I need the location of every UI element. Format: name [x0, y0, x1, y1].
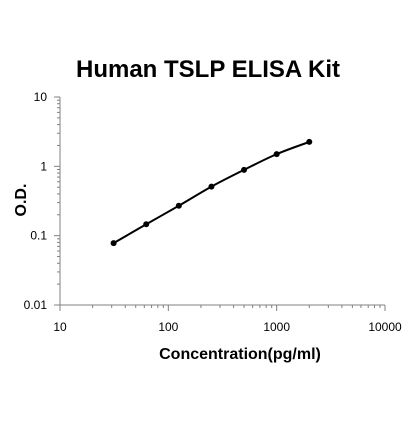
x-tick-label: 100 — [158, 320, 178, 334]
chart-title: Human TSLP ELISA Kit — [76, 56, 340, 83]
data-point — [273, 151, 280, 158]
y-tick-label: 10 — [34, 90, 48, 104]
y-tick-label: 0.01 — [24, 298, 48, 312]
axes — [59, 97, 385, 306]
data-series — [110, 138, 313, 247]
x-tick-label: 10 — [53, 320, 67, 334]
data-point — [110, 240, 117, 247]
data-point — [306, 138, 313, 145]
y-axis-title: O.D. — [13, 184, 30, 217]
standard-curve-line — [113, 140, 310, 245]
data-point — [208, 183, 215, 190]
x-tick-label: 1000 — [263, 320, 290, 334]
data-point — [143, 221, 150, 228]
y-tick-label: 1 — [40, 159, 47, 173]
axis-tick-labels: 10 100 1000 10000 0.01 0.1 1 10 — [24, 90, 402, 334]
x-axis-title: Concentration(pg/ml) — [159, 346, 321, 363]
y-tick-label: 0.1 — [30, 229, 47, 243]
data-point — [175, 202, 182, 209]
x-tick-label: 10000 — [368, 320, 402, 334]
axis-ticks — [54, 96, 386, 311]
data-point — [241, 166, 248, 173]
